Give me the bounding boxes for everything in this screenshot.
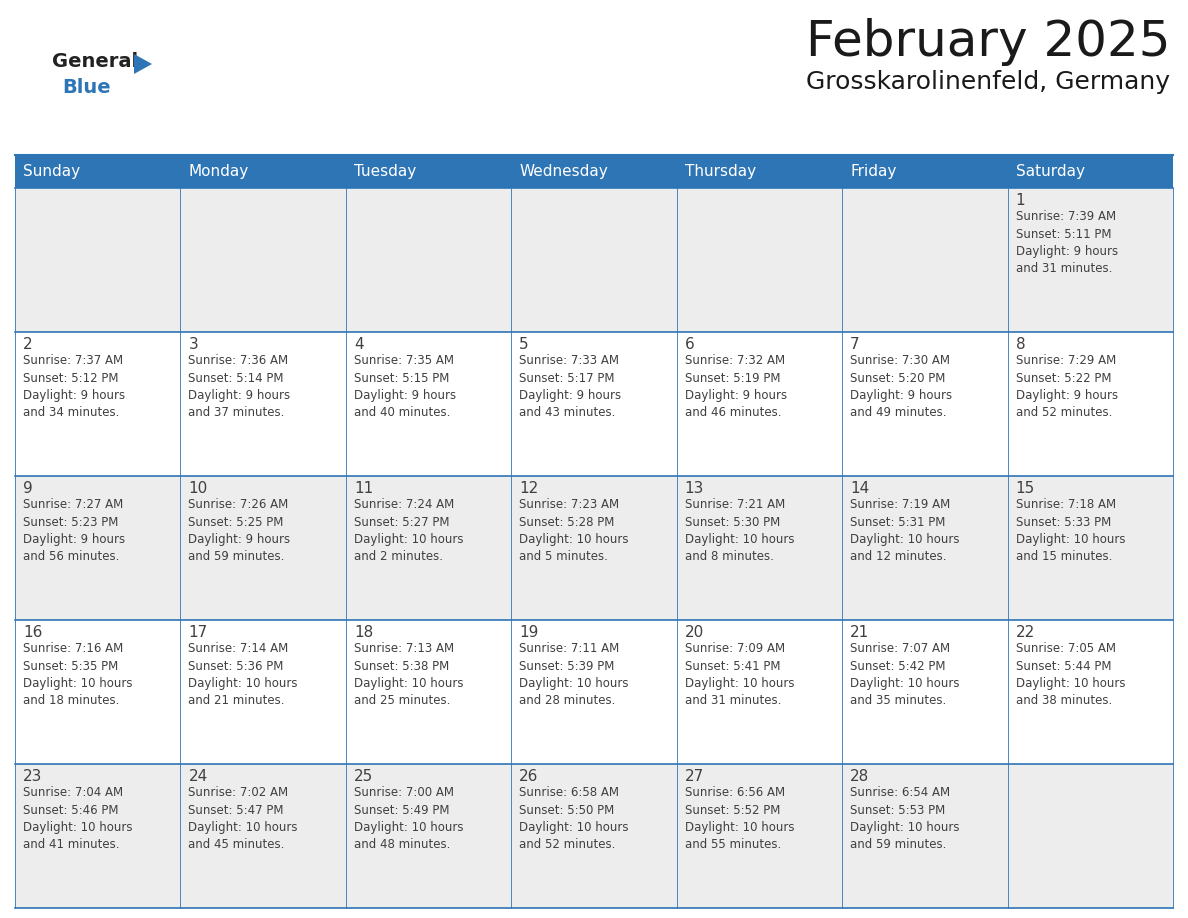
Text: Sunrise: 7:24 AM
Sunset: 5:27 PM
Daylight: 10 hours
and 2 minutes.: Sunrise: 7:24 AM Sunset: 5:27 PM Dayligh…: [354, 498, 463, 564]
Text: Sunrise: 7:00 AM
Sunset: 5:49 PM
Daylight: 10 hours
and 48 minutes.: Sunrise: 7:00 AM Sunset: 5:49 PM Dayligh…: [354, 786, 463, 852]
Text: 26: 26: [519, 769, 538, 784]
Bar: [15, 764, 1173, 908]
Text: Sunrise: 7:36 AM
Sunset: 5:14 PM
Daylight: 9 hours
and 37 minutes.: Sunrise: 7:36 AM Sunset: 5:14 PM Dayligh…: [189, 354, 291, 420]
Bar: [15, 332, 1173, 476]
Text: 24: 24: [189, 769, 208, 784]
Text: 5: 5: [519, 337, 529, 352]
Text: Thursday: Thursday: [684, 164, 756, 179]
Text: Sunrise: 7:18 AM
Sunset: 5:33 PM
Daylight: 10 hours
and 15 minutes.: Sunrise: 7:18 AM Sunset: 5:33 PM Dayligh…: [1016, 498, 1125, 564]
Text: February 2025: February 2025: [805, 18, 1170, 66]
Text: Sunrise: 7:09 AM
Sunset: 5:41 PM
Daylight: 10 hours
and 31 minutes.: Sunrise: 7:09 AM Sunset: 5:41 PM Dayligh…: [684, 642, 795, 708]
Text: Sunrise: 7:26 AM
Sunset: 5:25 PM
Daylight: 9 hours
and 59 minutes.: Sunrise: 7:26 AM Sunset: 5:25 PM Dayligh…: [189, 498, 291, 564]
Text: Sunrise: 7:02 AM
Sunset: 5:47 PM
Daylight: 10 hours
and 45 minutes.: Sunrise: 7:02 AM Sunset: 5:47 PM Dayligh…: [189, 786, 298, 852]
Text: 22: 22: [1016, 625, 1035, 640]
Text: Sunrise: 7:27 AM
Sunset: 5:23 PM
Daylight: 9 hours
and 56 minutes.: Sunrise: 7:27 AM Sunset: 5:23 PM Dayligh…: [23, 498, 125, 564]
Text: Sunrise: 7:11 AM
Sunset: 5:39 PM
Daylight: 10 hours
and 28 minutes.: Sunrise: 7:11 AM Sunset: 5:39 PM Dayligh…: [519, 642, 628, 708]
Text: 25: 25: [354, 769, 373, 784]
Text: Sunrise: 6:56 AM
Sunset: 5:52 PM
Daylight: 10 hours
and 55 minutes.: Sunrise: 6:56 AM Sunset: 5:52 PM Dayligh…: [684, 786, 795, 852]
Text: 12: 12: [519, 481, 538, 496]
Text: General: General: [52, 52, 138, 71]
Text: Sunrise: 6:58 AM
Sunset: 5:50 PM
Daylight: 10 hours
and 52 minutes.: Sunrise: 6:58 AM Sunset: 5:50 PM Dayligh…: [519, 786, 628, 852]
Text: Sunrise: 7:39 AM
Sunset: 5:11 PM
Daylight: 9 hours
and 31 minutes.: Sunrise: 7:39 AM Sunset: 5:11 PM Dayligh…: [1016, 210, 1118, 275]
Text: 8: 8: [1016, 337, 1025, 352]
Bar: [15, 155, 1173, 188]
Text: Sunrise: 7:23 AM
Sunset: 5:28 PM
Daylight: 10 hours
and 5 minutes.: Sunrise: 7:23 AM Sunset: 5:28 PM Dayligh…: [519, 498, 628, 564]
Text: Sunrise: 7:04 AM
Sunset: 5:46 PM
Daylight: 10 hours
and 41 minutes.: Sunrise: 7:04 AM Sunset: 5:46 PM Dayligh…: [23, 786, 133, 852]
Text: 2: 2: [23, 337, 32, 352]
Text: Wednesday: Wednesday: [519, 164, 608, 179]
Text: 1: 1: [1016, 193, 1025, 208]
Text: Grosskarolinenfeld, Germany: Grosskarolinenfeld, Germany: [805, 70, 1170, 94]
Text: Sunrise: 7:21 AM
Sunset: 5:30 PM
Daylight: 10 hours
and 8 minutes.: Sunrise: 7:21 AM Sunset: 5:30 PM Dayligh…: [684, 498, 795, 564]
Polygon shape: [134, 54, 152, 74]
Text: 4: 4: [354, 337, 364, 352]
Text: Sunrise: 7:30 AM
Sunset: 5:20 PM
Daylight: 9 hours
and 49 minutes.: Sunrise: 7:30 AM Sunset: 5:20 PM Dayligh…: [851, 354, 953, 420]
Text: Sunrise: 7:05 AM
Sunset: 5:44 PM
Daylight: 10 hours
and 38 minutes.: Sunrise: 7:05 AM Sunset: 5:44 PM Dayligh…: [1016, 642, 1125, 708]
Text: 10: 10: [189, 481, 208, 496]
Bar: [15, 188, 1173, 332]
Text: Sunrise: 7:29 AM
Sunset: 5:22 PM
Daylight: 9 hours
and 52 minutes.: Sunrise: 7:29 AM Sunset: 5:22 PM Dayligh…: [1016, 354, 1118, 420]
Text: 23: 23: [23, 769, 43, 784]
Text: Sunrise: 7:32 AM
Sunset: 5:19 PM
Daylight: 9 hours
and 46 minutes.: Sunrise: 7:32 AM Sunset: 5:19 PM Dayligh…: [684, 354, 786, 420]
Text: 14: 14: [851, 481, 870, 496]
Text: 3: 3: [189, 337, 198, 352]
Text: Tuesday: Tuesday: [354, 164, 416, 179]
Text: Sunrise: 7:35 AM
Sunset: 5:15 PM
Daylight: 9 hours
and 40 minutes.: Sunrise: 7:35 AM Sunset: 5:15 PM Dayligh…: [354, 354, 456, 420]
Text: Sunrise: 7:07 AM
Sunset: 5:42 PM
Daylight: 10 hours
and 35 minutes.: Sunrise: 7:07 AM Sunset: 5:42 PM Dayligh…: [851, 642, 960, 708]
Text: Sunrise: 7:37 AM
Sunset: 5:12 PM
Daylight: 9 hours
and 34 minutes.: Sunrise: 7:37 AM Sunset: 5:12 PM Dayligh…: [23, 354, 125, 420]
Text: 19: 19: [519, 625, 538, 640]
Text: Sunrise: 7:19 AM
Sunset: 5:31 PM
Daylight: 10 hours
and 12 minutes.: Sunrise: 7:19 AM Sunset: 5:31 PM Dayligh…: [851, 498, 960, 564]
Text: Saturday: Saturday: [1016, 164, 1085, 179]
Text: 11: 11: [354, 481, 373, 496]
Text: Sunday: Sunday: [23, 164, 80, 179]
Text: 27: 27: [684, 769, 704, 784]
Text: Sunrise: 6:54 AM
Sunset: 5:53 PM
Daylight: 10 hours
and 59 minutes.: Sunrise: 6:54 AM Sunset: 5:53 PM Dayligh…: [851, 786, 960, 852]
Text: Sunrise: 7:16 AM
Sunset: 5:35 PM
Daylight: 10 hours
and 18 minutes.: Sunrise: 7:16 AM Sunset: 5:35 PM Dayligh…: [23, 642, 133, 708]
Text: 13: 13: [684, 481, 704, 496]
Text: 15: 15: [1016, 481, 1035, 496]
Text: Sunrise: 7:33 AM
Sunset: 5:17 PM
Daylight: 9 hours
and 43 minutes.: Sunrise: 7:33 AM Sunset: 5:17 PM Dayligh…: [519, 354, 621, 420]
Text: 16: 16: [23, 625, 43, 640]
Text: 28: 28: [851, 769, 870, 784]
Text: 7: 7: [851, 337, 860, 352]
Text: 21: 21: [851, 625, 870, 640]
Bar: [15, 476, 1173, 620]
Text: Sunrise: 7:14 AM
Sunset: 5:36 PM
Daylight: 10 hours
and 21 minutes.: Sunrise: 7:14 AM Sunset: 5:36 PM Dayligh…: [189, 642, 298, 708]
Text: 18: 18: [354, 625, 373, 640]
Text: 9: 9: [23, 481, 33, 496]
Bar: [15, 620, 1173, 764]
Text: Sunrise: 7:13 AM
Sunset: 5:38 PM
Daylight: 10 hours
and 25 minutes.: Sunrise: 7:13 AM Sunset: 5:38 PM Dayligh…: [354, 642, 463, 708]
Text: Blue: Blue: [62, 78, 110, 97]
Text: 17: 17: [189, 625, 208, 640]
Text: Friday: Friday: [851, 164, 897, 179]
Text: Monday: Monday: [189, 164, 248, 179]
Text: 6: 6: [684, 337, 695, 352]
Text: 20: 20: [684, 625, 704, 640]
